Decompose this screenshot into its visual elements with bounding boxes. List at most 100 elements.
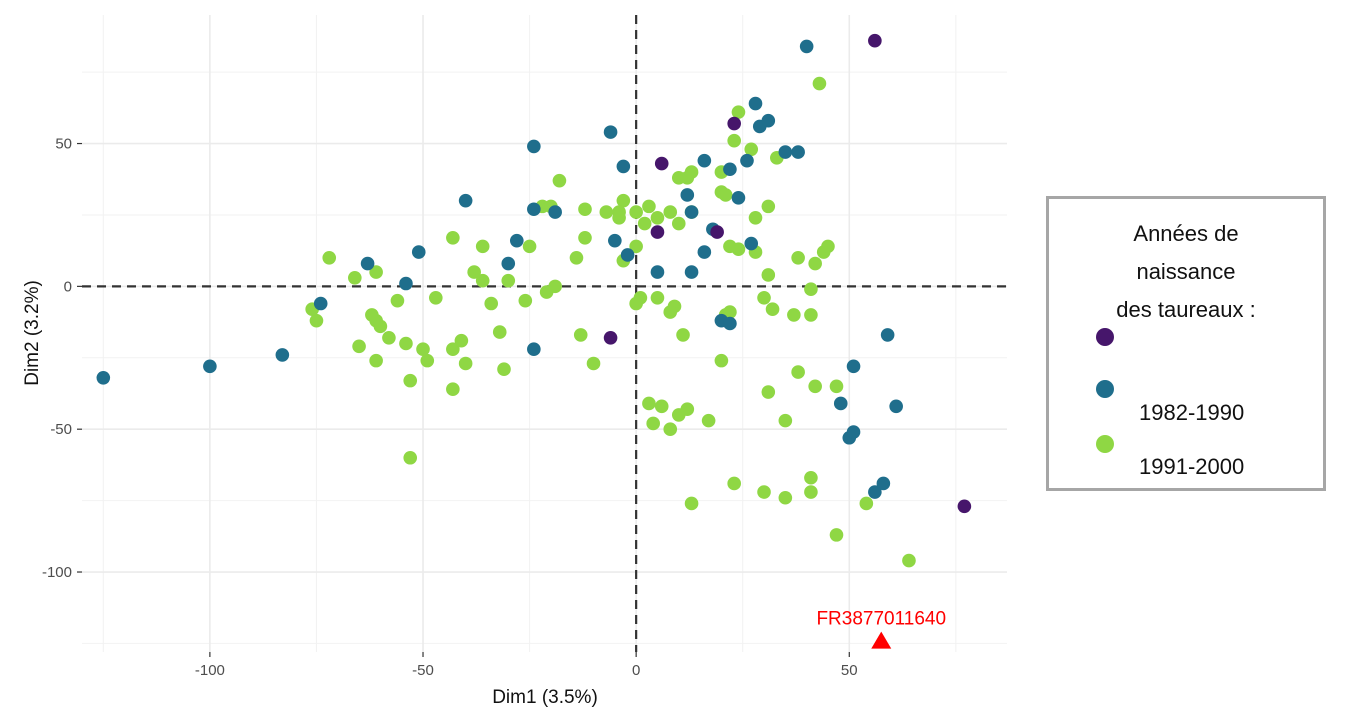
data-point <box>804 282 818 297</box>
data-point <box>403 373 418 388</box>
data-point <box>671 216 686 231</box>
data-point <box>757 485 771 499</box>
data-point <box>382 330 396 345</box>
legend-title: Années de naissance des taureaux : <box>1049 215 1323 329</box>
legend-label-2: 1982-1990 <box>1139 400 1245 425</box>
legend-key-3 <box>1096 435 1114 453</box>
data-point <box>518 293 533 308</box>
data-point <box>654 399 669 414</box>
data-point <box>684 205 699 219</box>
data-point <box>846 425 861 439</box>
data-point <box>578 202 592 217</box>
legend-key-2 <box>1096 380 1114 398</box>
data-point <box>744 142 759 157</box>
data-point <box>821 239 835 254</box>
data-point <box>458 356 473 371</box>
data-point <box>390 293 405 308</box>
data-point <box>646 416 660 431</box>
data-point <box>684 496 699 511</box>
data-point <box>552 173 567 188</box>
data-point <box>96 370 111 385</box>
data-point <box>501 273 516 288</box>
data-point <box>497 362 511 377</box>
data-point <box>637 216 652 231</box>
data-point <box>804 485 818 499</box>
data-point <box>799 39 814 54</box>
data-point <box>761 268 776 282</box>
data-point <box>608 233 622 248</box>
data-point <box>701 413 716 428</box>
data-point <box>761 199 776 214</box>
data-point <box>676 328 690 342</box>
data-point <box>548 205 562 219</box>
data-point <box>684 265 699 279</box>
data-point <box>787 308 801 322</box>
data-point <box>731 105 746 119</box>
data-point <box>492 325 507 339</box>
data-point <box>748 211 763 225</box>
data-point <box>446 231 460 245</box>
data-point <box>889 399 903 414</box>
data-point <box>663 422 678 436</box>
data-point <box>203 359 217 374</box>
data-point <box>360 256 375 271</box>
data-point <box>859 496 874 511</box>
data-point <box>727 116 741 131</box>
data-point <box>416 342 430 357</box>
data-point <box>808 256 822 271</box>
data-point <box>275 348 290 362</box>
y-tick-label: 0 <box>64 278 72 295</box>
reference-lines <box>82 15 1007 652</box>
data-point <box>680 188 695 202</box>
data-point <box>420 353 435 368</box>
data-point <box>633 290 648 305</box>
data-point <box>710 225 724 239</box>
data-point <box>309 313 324 328</box>
data-point <box>791 365 805 379</box>
data-point <box>642 199 656 214</box>
legend-label-3: 1991-2000 <box>1139 454 1245 479</box>
data-point <box>369 353 383 368</box>
data-point <box>650 290 665 305</box>
data-point <box>539 285 554 299</box>
data-point <box>603 330 618 345</box>
data-point <box>475 239 490 254</box>
data-point <box>718 188 733 202</box>
data-point <box>446 342 460 357</box>
x-axis-ticks: -100 -50 0 50 <box>195 652 858 679</box>
annotation-marker: FR3877011640 <box>816 609 946 649</box>
data-points <box>96 33 972 568</box>
data-point <box>458 193 473 208</box>
legend-title-line-2: naissance <box>1136 259 1236 284</box>
data-point <box>791 145 805 159</box>
data-point <box>650 265 665 279</box>
data-point <box>429 290 443 305</box>
data-point <box>527 139 541 154</box>
x-tick-label: -50 <box>412 662 434 679</box>
data-point <box>654 156 669 171</box>
data-point <box>629 239 643 254</box>
x-tick-label: 0 <box>632 662 640 679</box>
data-point <box>846 359 861 374</box>
data-point <box>761 385 776 399</box>
data-point <box>868 485 882 499</box>
data-point <box>399 336 413 351</box>
data-point <box>616 159 631 174</box>
data-point <box>868 33 882 48</box>
data-point <box>804 470 818 485</box>
data-point <box>527 342 541 357</box>
data-point <box>829 379 844 394</box>
data-point <box>403 450 418 465</box>
data-point <box>765 302 780 317</box>
data-point <box>671 171 686 185</box>
data-point <box>620 248 635 262</box>
y-tick-label: 50 <box>55 136 72 153</box>
data-point <box>369 265 383 279</box>
data-point <box>740 153 754 168</box>
data-point <box>731 242 746 257</box>
data-point <box>348 270 362 285</box>
data-point <box>778 490 793 505</box>
legend-title-line-3: des taureaux : <box>1116 297 1256 322</box>
data-point <box>578 231 592 245</box>
data-point <box>399 276 413 291</box>
